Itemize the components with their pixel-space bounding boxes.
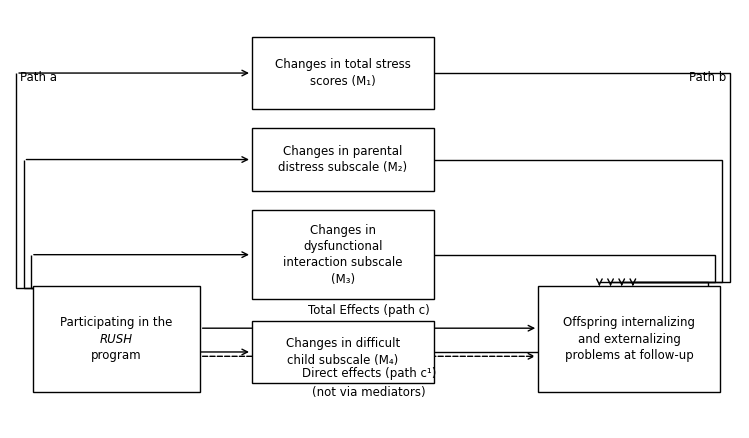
Text: Participating in the: Participating in the (60, 316, 172, 329)
Text: distress subscale (M₂): distress subscale (M₂) (279, 161, 407, 174)
Text: (M₃): (M₃) (331, 273, 355, 286)
FancyBboxPatch shape (538, 286, 721, 392)
FancyBboxPatch shape (252, 128, 434, 191)
Text: interaction subscale: interaction subscale (283, 256, 403, 269)
Text: Direct effects (path c¹): Direct effects (path c¹) (302, 367, 436, 380)
FancyBboxPatch shape (252, 210, 434, 299)
Text: scores (M₁): scores (M₁) (310, 75, 376, 88)
Text: dysfunctional: dysfunctional (303, 240, 383, 253)
Text: RUSH: RUSH (100, 332, 133, 346)
FancyBboxPatch shape (252, 37, 434, 109)
Text: Path b: Path b (689, 71, 726, 84)
FancyBboxPatch shape (32, 286, 200, 392)
Text: program: program (91, 349, 142, 362)
Text: (not via mediators): (not via mediators) (312, 386, 425, 399)
Text: and externalizing: and externalizing (577, 332, 681, 346)
Text: child subscale (M₄): child subscale (M₄) (288, 354, 398, 367)
Text: Changes in: Changes in (310, 223, 376, 237)
Text: Changes in difficult: Changes in difficult (286, 337, 400, 350)
Text: Offspring internalizing: Offspring internalizing (563, 316, 695, 329)
Text: Changes in total stress: Changes in total stress (275, 58, 411, 71)
Text: Changes in parental: Changes in parental (283, 145, 403, 158)
FancyBboxPatch shape (252, 321, 434, 383)
Text: problems at follow-up: problems at follow-up (565, 349, 694, 362)
Text: Path a: Path a (20, 71, 57, 84)
Text: Total Effects (path c): Total Effects (path c) (308, 304, 430, 318)
